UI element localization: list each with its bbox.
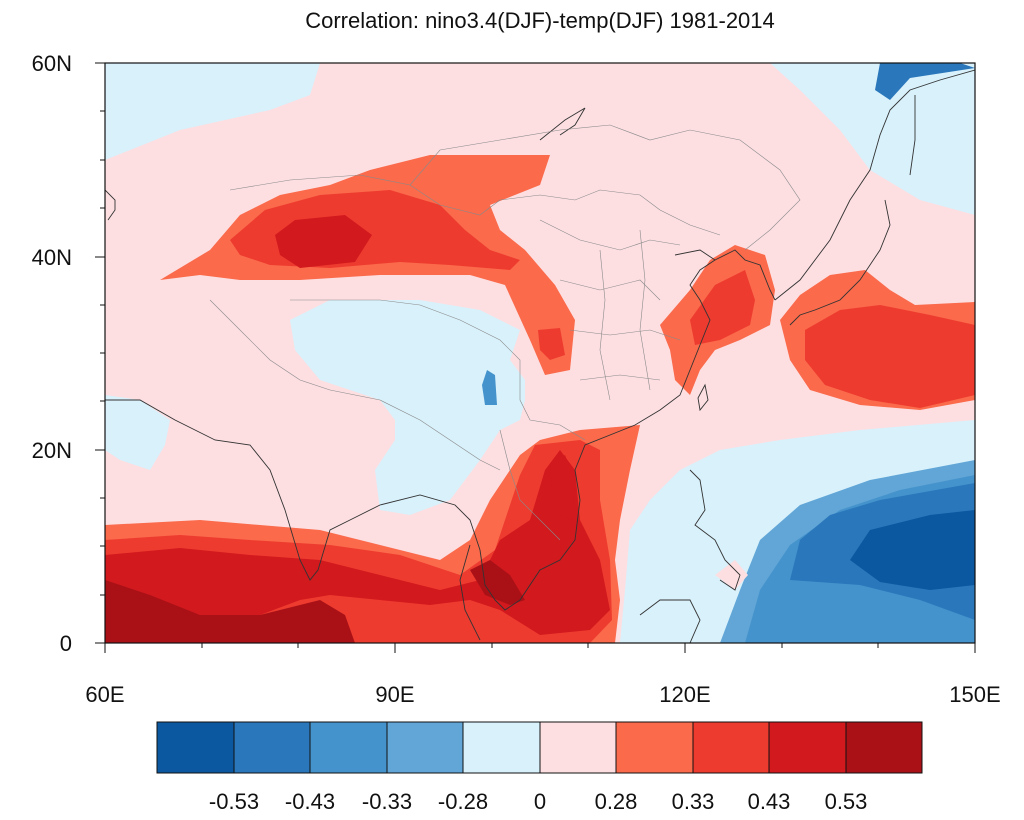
map-title: Correlation: nino3.4(DJF)-temp(DJF) 1981…	[305, 8, 775, 33]
coastline-korea-manchuria	[714, 249, 776, 301]
y-tick-label: 40N	[32, 245, 72, 270]
colorbar-swatch	[462, 721, 541, 774]
border-provinces-4	[579, 374, 661, 381]
fill-band-positive-043-east-china	[690, 270, 755, 345]
coastline-borneo	[639, 599, 701, 643]
colorbar-swatch	[156, 721, 235, 774]
border-provinces-6	[639, 229, 651, 391]
border-central-asia	[229, 174, 721, 236]
fill-band-positive-043-sichuan	[538, 328, 565, 360]
colorbar-swatch	[692, 721, 770, 774]
fill-band-positive-053-central-asia	[275, 215, 372, 268]
colorbar-swatch	[768, 721, 847, 774]
axis-ticks	[95, 62, 976, 653]
fill-band-negative-dot-kamchatka	[875, 63, 975, 100]
colorbar-label: -0.28	[438, 789, 488, 814]
coastline-sakhalin	[909, 95, 916, 176]
coastline-russia	[774, 69, 975, 301]
colorbar-swatch	[309, 721, 388, 774]
fill-band-weak-negative-northeast	[770, 63, 975, 215]
y-tick-label: 20N	[32, 438, 72, 463]
fill-band-negative-dot-tibet	[482, 370, 497, 405]
fill-band-positive-max-west	[105, 580, 355, 643]
colorbar-label: 0.43	[748, 789, 791, 814]
colorbar-label: 0.28	[595, 789, 638, 814]
x-tick-label: 60E	[85, 682, 124, 707]
colorbar-label: 0	[534, 789, 546, 814]
coastline-philippines	[689, 469, 741, 591]
coastline-indochina	[479, 344, 701, 611]
colorbar-label: -0.43	[285, 789, 335, 814]
coastline-taiwan	[697, 383, 709, 412]
y-tick-label: 60N	[32, 51, 72, 76]
fill-band-weak-negative-northwest	[105, 63, 320, 160]
colorbar: -0.53 -0.43 -0.33 -0.28 0 0.28 0.33 0.43…	[156, 721, 923, 814]
colorbar-swatch	[539, 721, 617, 774]
colorbar-label: 0.33	[672, 789, 715, 814]
fill-band-weak-negative-tibet	[290, 300, 525, 515]
colorbar-label: 0.53	[825, 789, 868, 814]
colorbar-label: -0.33	[362, 789, 412, 814]
border-provinces-2	[559, 279, 661, 301]
x-tick-label: 150E	[949, 682, 1000, 707]
border-provinces-5	[599, 249, 611, 401]
coastlines	[105, 69, 975, 643]
x-tick-label: 90E	[375, 682, 414, 707]
fill-band-weak-positive-ph	[715, 560, 748, 590]
border-himalaya	[329, 389, 501, 471]
fill-band-negative-053	[850, 510, 975, 590]
fill-band-weak-negative-india-west	[105, 395, 170, 470]
colorbar-swatch	[615, 721, 694, 774]
colorbar-swatch	[386, 721, 464, 774]
coastline-india	[105, 399, 481, 581]
country-borders	[209, 124, 801, 541]
coastline-china-east	[674, 249, 716, 346]
x-tick-label: 120E	[659, 682, 710, 707]
border-india-west	[209, 299, 331, 391]
border-provinces-3	[569, 329, 681, 341]
coastline-caspian	[105, 189, 116, 221]
border-china-mongolia	[409, 124, 801, 251]
colorbar-swatch	[233, 721, 311, 774]
coastline-japan	[789, 199, 891, 326]
y-tick-label: 0	[60, 631, 72, 656]
border-provinces-1	[539, 219, 681, 251]
fill-band-positive-043-japan	[805, 305, 975, 408]
colorbar-label: -0.53	[209, 789, 259, 814]
fill-band-positive-053-indochina	[550, 455, 575, 520]
border-china-south	[290, 299, 586, 441]
coastline-lake-baikal	[539, 107, 586, 141]
colorbar-swatch	[845, 721, 923, 774]
fill-band-positive-033-central-asia	[160, 155, 575, 375]
border-indochina	[499, 429, 561, 541]
coastline-malaya	[459, 544, 481, 641]
shaded-field	[105, 63, 975, 643]
fill-band-positive-max-indochina	[470, 560, 525, 605]
